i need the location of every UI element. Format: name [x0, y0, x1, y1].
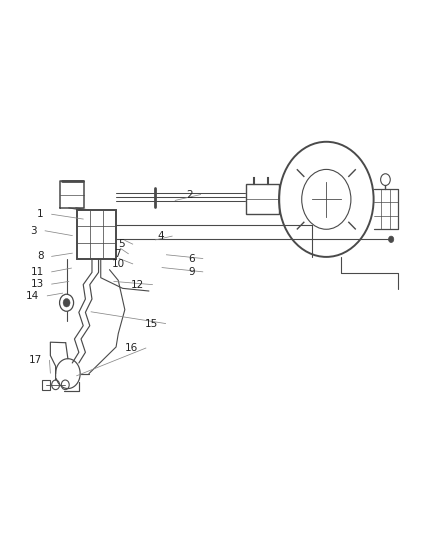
Text: 13: 13: [31, 279, 44, 289]
Circle shape: [389, 236, 394, 243]
Text: 6: 6: [188, 254, 195, 263]
Text: 15: 15: [145, 319, 158, 328]
Text: 1: 1: [37, 209, 44, 219]
Text: 2: 2: [186, 190, 193, 199]
Text: 12: 12: [131, 280, 145, 289]
Text: 9: 9: [188, 267, 195, 277]
Text: 7: 7: [114, 249, 120, 259]
Text: 17: 17: [28, 356, 42, 365]
Text: 3: 3: [31, 226, 37, 236]
Text: 16: 16: [125, 343, 138, 353]
Text: 10: 10: [112, 259, 125, 269]
Text: 4: 4: [158, 231, 164, 241]
Text: 8: 8: [37, 252, 44, 261]
Circle shape: [63, 298, 70, 307]
Text: 5: 5: [118, 239, 125, 249]
Text: 14: 14: [26, 291, 39, 301]
Text: 11: 11: [31, 267, 44, 277]
